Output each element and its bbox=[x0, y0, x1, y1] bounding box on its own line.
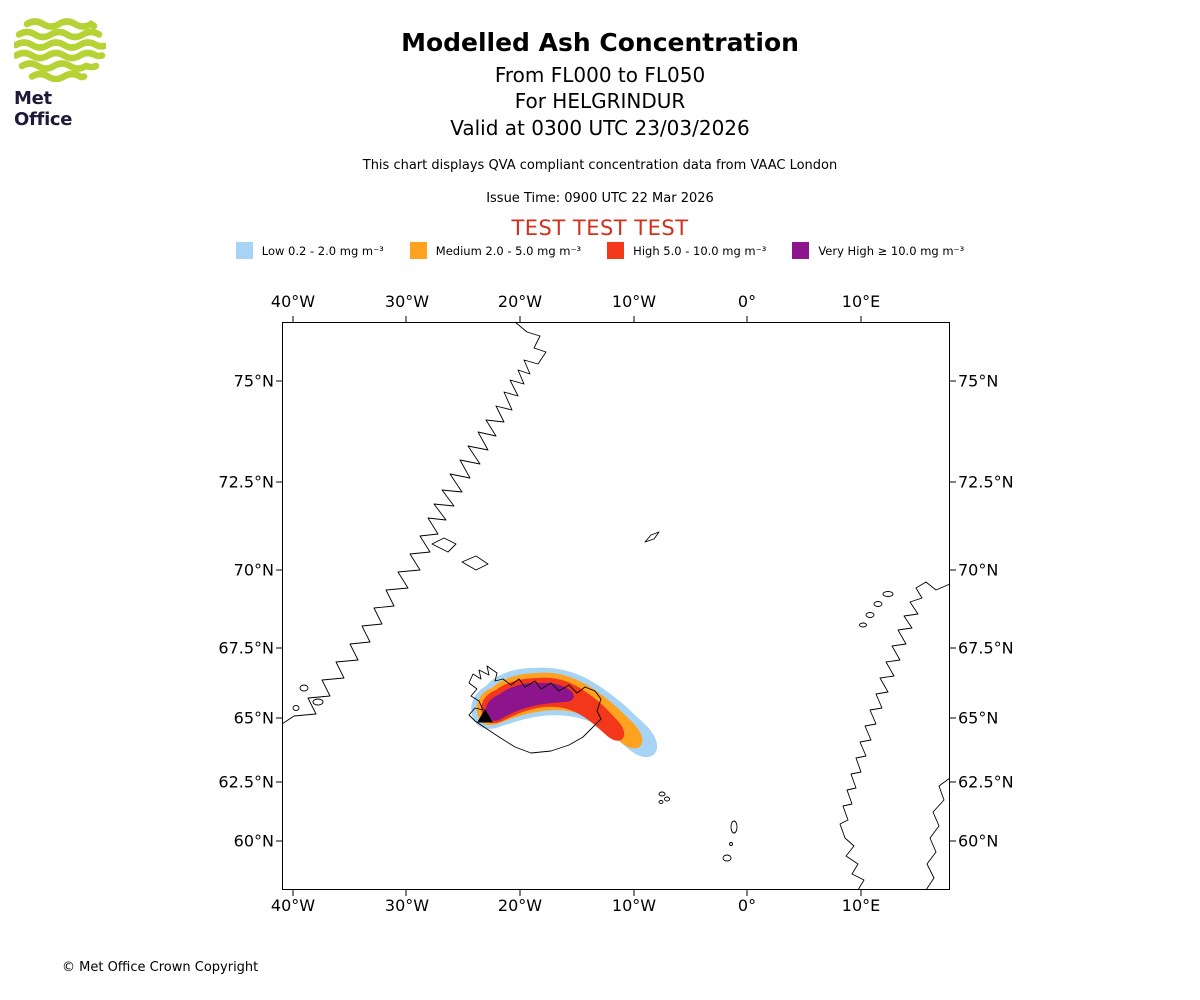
legend-item-high: High 5.0 - 10.0 mg m⁻³ bbox=[607, 242, 766, 259]
page-title: Modelled Ash Concentration bbox=[401, 28, 799, 57]
medium-label: Medium 2.0 - 5.0 mg m⁻³ bbox=[435, 243, 582, 258]
lofoten-island bbox=[883, 592, 893, 597]
coastlines bbox=[282, 322, 950, 890]
x-tick-label-top: 20°W bbox=[497, 292, 543, 311]
met-office-logo: Met Office bbox=[14, 18, 114, 130]
lofoten-island bbox=[874, 602, 882, 607]
y-tick-label-right: 67.5°N bbox=[958, 638, 1014, 658]
greenland-island bbox=[313, 699, 323, 705]
y-tick-label-right: 75°N bbox=[958, 371, 999, 391]
lofoten-island bbox=[860, 623, 867, 627]
legend-item-medium: Medium 2.0 - 5.0 mg m⁻³ bbox=[409, 242, 582, 259]
qva-description: This chart displays QVA compliant concen… bbox=[362, 158, 838, 173]
medium-swatch bbox=[409, 242, 427, 259]
shetland-island bbox=[731, 821, 737, 833]
y-tick-label-right: 72.5°N bbox=[958, 472, 1014, 492]
met-office-logo-waves bbox=[14, 18, 106, 82]
jan-mayen-island bbox=[645, 532, 659, 542]
y-tick-label-left: 60°N bbox=[233, 831, 274, 851]
high-label: High 5.0 - 10.0 mg m⁻³ bbox=[633, 243, 767, 258]
norway-south-coastline bbox=[926, 778, 950, 890]
subtitle-volcano: For HELGRINDUR bbox=[514, 89, 686, 113]
map-frame bbox=[283, 323, 950, 890]
high-swatch bbox=[607, 242, 625, 259]
concentration-legend: Low 0.2 - 2.0 mg m⁻³ Medium 2.0 - 5.0 mg… bbox=[0, 242, 1200, 259]
shetland-island bbox=[730, 843, 733, 846]
ash-plume bbox=[471, 667, 658, 758]
x-tick-label-bottom: 10°E bbox=[841, 896, 881, 915]
y-tick-label-left: 65°N bbox=[233, 708, 274, 728]
y-tick-label-left: 72.5°N bbox=[218, 472, 274, 492]
faroe-island bbox=[659, 801, 663, 804]
tick-marks bbox=[276, 316, 956, 896]
greenland-island bbox=[300, 685, 308, 691]
low-swatch bbox=[235, 242, 253, 259]
issue-time: Issue Time: 0900 UTC 22 Mar 2026 bbox=[486, 191, 714, 206]
y-tick-label-right: 62.5°N bbox=[958, 772, 1014, 792]
x-tick-label-top: 10°E bbox=[841, 292, 881, 311]
x-tick-label-bottom: 0° bbox=[737, 896, 757, 915]
ash-plume-very-high bbox=[485, 682, 574, 721]
greenland-island bbox=[293, 706, 299, 711]
test-banner: TEST TEST TEST bbox=[511, 216, 689, 240]
x-tick-label-top: 10°W bbox=[611, 292, 657, 311]
norway-coastline bbox=[840, 582, 950, 890]
iceland-coastline bbox=[469, 666, 601, 753]
met-office-logo-text: Met Office bbox=[14, 88, 73, 130]
x-tick-label-bottom: 20°W bbox=[497, 896, 543, 915]
copyright-notice: © Met Office Crown Copyright bbox=[62, 960, 259, 975]
volcano-marker bbox=[478, 710, 492, 722]
y-tick-label-left: 67.5°N bbox=[218, 638, 274, 658]
x-tick-label-top: 30°W bbox=[384, 292, 430, 311]
x-tick-label-top: 40°W bbox=[270, 292, 316, 311]
legend-item-low: Low 0.2 - 2.0 mg m⁻³ bbox=[235, 242, 384, 259]
legend-item-very-high: Very High ≥ 10.0 mg m⁻³ bbox=[792, 242, 964, 259]
x-tick-label-top: 0° bbox=[737, 292, 757, 311]
greenland-coastline bbox=[282, 322, 546, 724]
greenland-offshore-islands bbox=[432, 538, 488, 570]
x-tick-label-bottom: 30°W bbox=[384, 896, 430, 915]
subtitle-valid-time: Valid at 0300 UTC 23/03/2026 bbox=[450, 116, 750, 140]
y-tick-label-left: 62.5°N bbox=[218, 772, 274, 792]
faroe-island bbox=[659, 792, 665, 796]
low-label: Low 0.2 - 2.0 mg m⁻³ bbox=[261, 243, 384, 258]
map bbox=[282, 322, 950, 890]
subtitle-flight-levels: From FL000 to FL050 bbox=[494, 63, 706, 87]
y-tick-label-left: 70°N bbox=[233, 560, 274, 580]
faroe-island bbox=[665, 797, 670, 801]
orkney-island bbox=[723, 855, 731, 861]
very-high-swatch bbox=[792, 242, 810, 259]
logo-wave-lines bbox=[16, 22, 104, 80]
y-tick-label-right: 60°N bbox=[958, 831, 999, 851]
x-tick-label-bottom: 10°W bbox=[611, 896, 657, 915]
lofoten-island bbox=[866, 613, 874, 618]
very-high-label: Very High ≥ 10.0 mg m⁻³ bbox=[818, 243, 965, 258]
y-tick-label-right: 65°N bbox=[958, 708, 999, 728]
y-tick-label-right: 70°N bbox=[958, 560, 999, 580]
x-tick-label-bottom: 40°W bbox=[270, 896, 316, 915]
y-tick-label-left: 75°N bbox=[233, 371, 274, 391]
